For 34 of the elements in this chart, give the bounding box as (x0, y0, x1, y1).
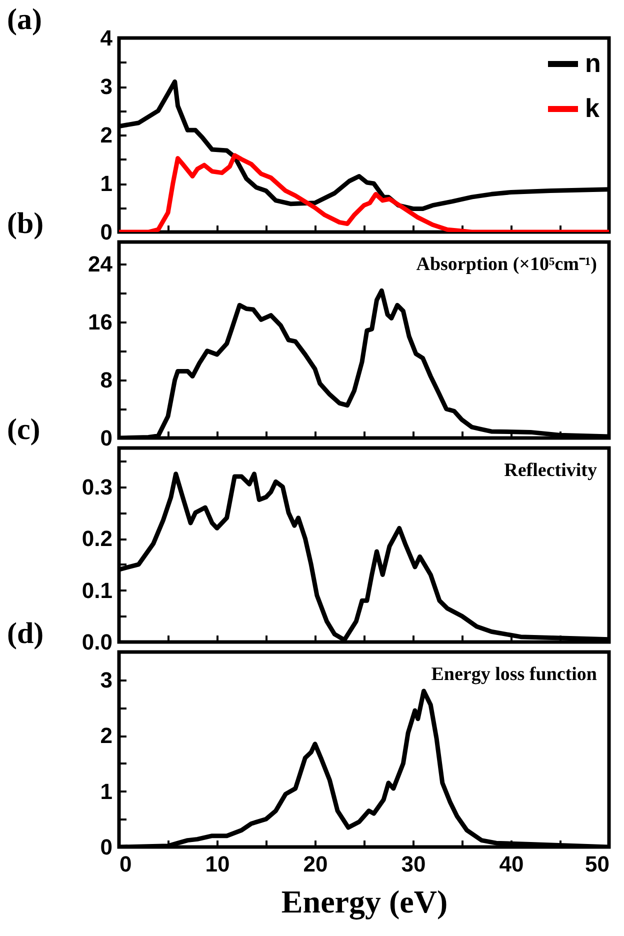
text: (c) (7, 413, 40, 446)
legend-label: n (585, 48, 601, 78)
y-tick-label: 1 (100, 778, 112, 804)
y-tick-label: 1 (100, 171, 112, 196)
text: (a) (7, 3, 42, 36)
y-tick-label: 0.1 (82, 578, 112, 603)
annotation: Energy loss function (431, 664, 598, 685)
annotation: Reflectivity (504, 460, 598, 481)
x-tick-label: 10 (205, 852, 230, 876)
y-tick-label: 0 (100, 426, 112, 450)
y-tick-label: 3 (100, 667, 112, 692)
x-axis-title: Energy (eV) (281, 884, 448, 920)
y-tick-label: 3 (100, 74, 112, 99)
y-tick-label: 2 (100, 723, 112, 748)
text: (b) (7, 207, 44, 240)
y-tick-label: 0 (100, 834, 112, 860)
y-tick-label: 0.0 (82, 630, 112, 654)
line-series (119, 153, 609, 232)
y-tick-label: 0.3 (82, 474, 112, 500)
y-tick-label: 0.2 (82, 526, 112, 552)
y-tick-label: 24 (88, 251, 114, 276)
y-tick-label: 4 (100, 26, 114, 50)
y-tick-label: 16 (88, 309, 112, 334)
legend-label: k (585, 93, 600, 123)
y-tick-label: 8 (100, 367, 112, 392)
x-tick-label: 50 (585, 852, 610, 876)
x-tick-label: 20 (303, 852, 328, 876)
annotation: Absorption (×10⁵cm⁻¹) (416, 254, 597, 275)
y-tick-label: 0 (100, 220, 112, 244)
x-tick-label: 30 (401, 852, 426, 876)
x-tick-label: 40 (499, 852, 524, 876)
text: (d) (7, 617, 44, 650)
y-tick-label: 2 (100, 122, 112, 148)
x-tick-label: 0 (120, 852, 132, 876)
